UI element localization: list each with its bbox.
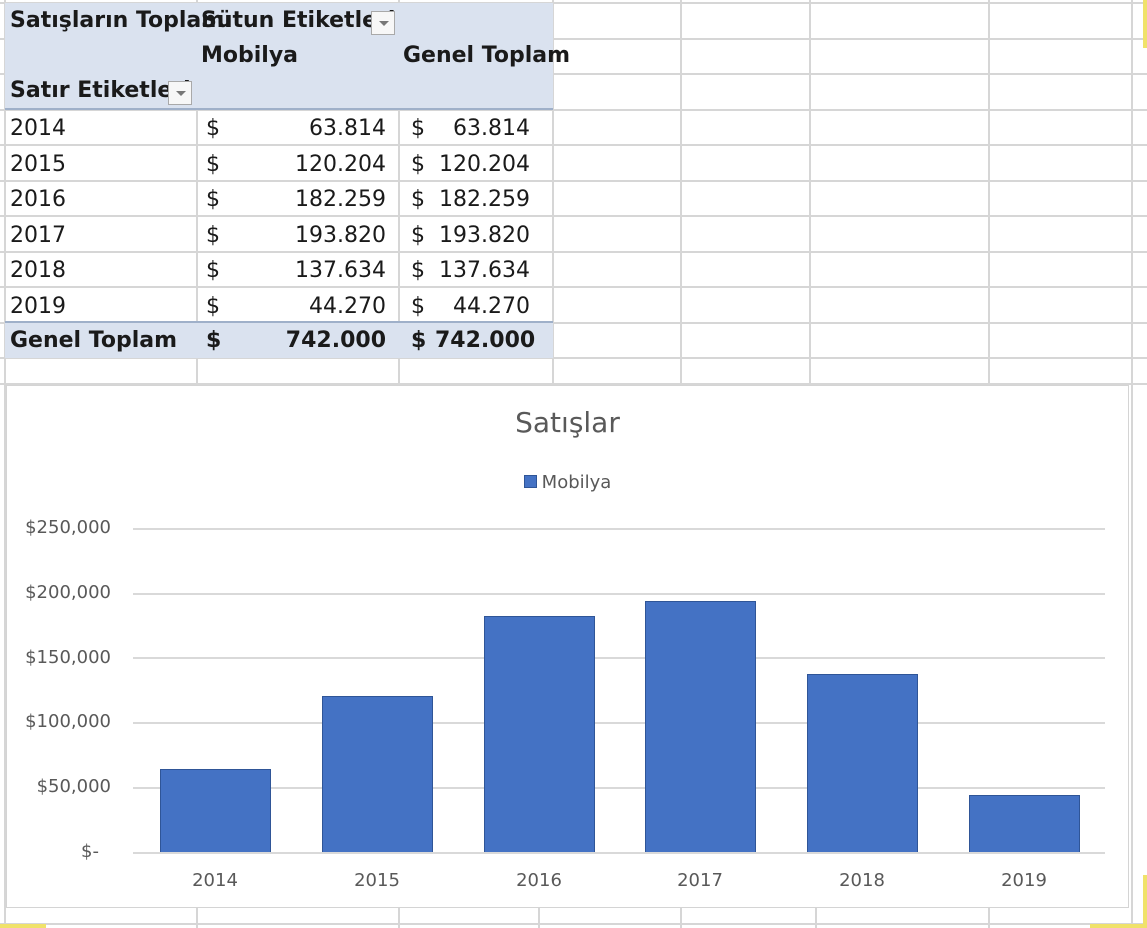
bar-2014[interactable] [160,769,271,852]
x-tick-label: 2018 [839,870,885,891]
row-label: 2017 [10,223,66,248]
column-header-grand-total: Genel Toplam [403,43,571,68]
currency-symbol: $ [411,328,427,353]
currency-symbol: $ [411,152,425,177]
total-value: 182.259 [439,187,530,212]
total-value: 137.634 [439,258,530,283]
chart-title: Satışlar [515,406,620,439]
bar-2019[interactable] [969,795,1080,852]
grand-total-row[interactable]: Genel Toplam $ 742.000 $ 742.000 [5,323,553,358]
mobilya-value: 63.814 [309,116,386,141]
x-tick-label: 2014 [192,870,238,891]
bar-2017[interactable] [645,601,756,852]
values-label: Satışların Toplamı [10,8,232,33]
row-label: 2019 [10,294,66,319]
column-header-mobilya: Mobilya [201,43,299,68]
total-separator [5,321,553,323]
total-value: 193.820 [439,223,530,248]
table-row[interactable]: 2019 $ 44.270 $ 44.270 [5,289,553,324]
gridline [133,593,1105,595]
bar-2018[interactable] [807,674,918,852]
y-tick-label: $50,000 [36,776,111,797]
header-separator [5,108,553,110]
table-row[interactable]: 2014 $ 63.814 $ 63.814 [5,111,553,146]
currency-symbol: $ [411,187,425,212]
currency-symbol: $ [206,187,220,212]
grand-total-value: 742.000 [435,328,536,353]
column-labels-header: Sütun Etiketleri [201,8,396,33]
sales-bar-chart[interactable]: Satışlar Mobilya $250,000 $200,000 $150,… [6,385,1129,908]
currency-symbol: $ [411,116,425,141]
y-tick-label: $200,000 [25,582,111,603]
x-tick-label: 2019 [1001,870,1047,891]
table-row[interactable]: 2015 $ 120.204 $ 120.204 [5,147,553,182]
x-tick-label: 2015 [354,870,400,891]
y-tick-label: $100,000 [25,711,111,732]
x-tick-label: 2017 [677,870,723,891]
mobilya-value: 120.204 [295,152,386,177]
y-tick-label: $150,000 [25,647,111,668]
mobilya-value: 193.820 [295,223,386,248]
x-axis-line [133,852,1105,854]
gridline [133,657,1105,659]
currency-symbol: $ [206,328,222,353]
row-label: 2018 [10,258,66,283]
gridline [133,787,1105,789]
currency-symbol: $ [411,223,425,248]
currency-symbol: $ [411,258,425,283]
legend-swatch-icon [523,475,537,488]
row-label: 2014 [10,116,66,141]
mobilya-value: 44.270 [309,294,386,319]
pivot-header-row-1: Satışların Toplamı Sütun Etiketleri [5,3,553,38]
bar-2016[interactable] [484,616,595,852]
table-row[interactable]: 2016 $ 182.259 $ 182.259 [5,182,553,217]
gridline [133,722,1105,724]
total-value: 63.814 [453,116,530,141]
currency-symbol: $ [206,258,220,283]
mobilya-value: 182.259 [295,187,386,212]
row-label: 2016 [10,187,66,212]
currency-symbol: $ [411,294,425,319]
currency-symbol: $ [206,294,220,319]
currency-symbol: $ [206,152,220,177]
row-labels-header: Satır Etiketleri [10,78,191,103]
currency-symbol: $ [206,223,220,248]
selection-handle [0,924,46,928]
grand-total-mobilya: 742.000 [285,328,386,353]
chart-legend: Mobilya [7,472,1128,493]
selection-handle [1143,875,1147,928]
gridline [133,528,1105,530]
column-filter-dropdown-icon[interactable] [371,11,395,35]
currency-symbol: $ [206,116,220,141]
pivot-header-row-2: Mobilya Genel Toplam [5,38,570,73]
grand-total-label: Genel Toplam [10,328,178,353]
y-tick-label: $250,000 [25,517,111,538]
total-value: 44.270 [453,294,530,319]
table-row[interactable]: 2017 $ 193.820 $ 193.820 [5,218,553,253]
table-row[interactable]: 2018 $ 137.634 $ 137.634 [5,253,553,288]
row-filter-dropdown-icon[interactable] [168,81,192,105]
selection-handle [1143,0,1147,48]
y-tick-label: $- [81,841,99,862]
mobilya-value: 137.634 [295,258,386,283]
total-value: 120.204 [439,152,530,177]
selection-handle [1090,924,1147,928]
x-tick-label: 2016 [516,870,562,891]
pivot-header-row-3: Satır Etiketleri [5,73,553,108]
bar-2015[interactable] [322,696,433,852]
legend-label: Mobilya [541,472,612,493]
row-label: 2015 [10,152,66,177]
